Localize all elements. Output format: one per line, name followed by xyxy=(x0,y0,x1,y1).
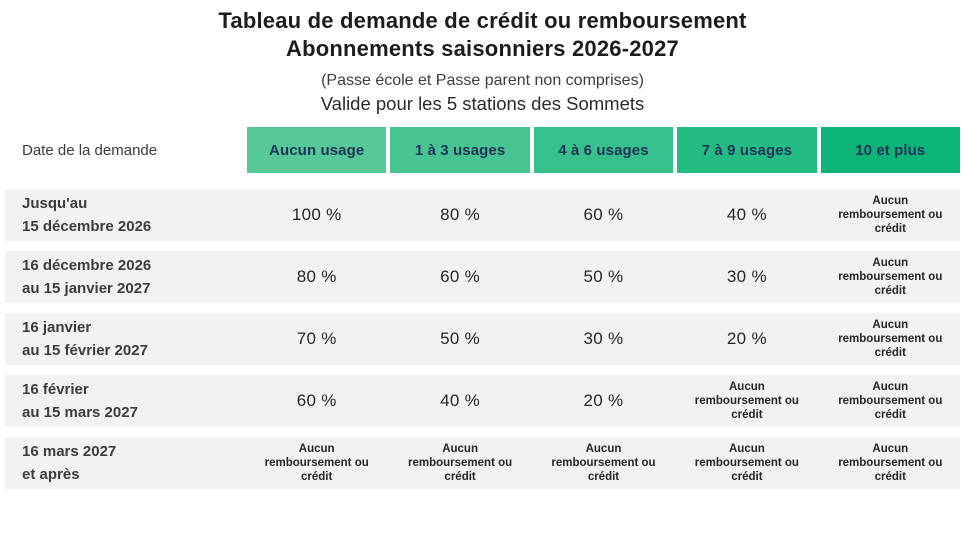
table-row: Jusqu'au 15 décembre 2026 100 % 80 % 60 % 4… xyxy=(5,189,960,241)
no-refund-cell: Aucun remboursement ou crédit xyxy=(247,437,386,489)
percentage-value: 20 % xyxy=(583,391,624,410)
corner-label-date: Date de la demande xyxy=(22,141,158,159)
title-block: Tableau de demande de crédit ou rembours… xyxy=(0,0,965,116)
date-line-2: 15 décembre 2026 xyxy=(22,218,152,235)
percentage-value: 40 % xyxy=(440,391,481,410)
percentage-value: 50 % xyxy=(440,329,481,348)
no-refund-text: Aucun remboursement ou crédit xyxy=(264,443,369,483)
percentage-cell: 20 % xyxy=(534,375,673,427)
date-line-1: 16 mars 2027 xyxy=(22,443,117,460)
date-cell: 16 décembre 2026 au 15 janvier 2027 xyxy=(5,251,243,303)
date-cell: Jusqu'au 15 décembre 2026 xyxy=(5,189,243,241)
date-line-2: et après xyxy=(22,466,80,483)
table-row: 16 décembre 2026 au 15 janvier 2027 80 %… xyxy=(5,251,960,303)
no-refund-text: Aucun remboursement ou crédit xyxy=(551,443,656,483)
percentage-cell: 40 % xyxy=(390,375,529,427)
table-row: 16 mars 2027 et après Aucun remboursemen… xyxy=(5,437,960,489)
table-row: 16 janvier au 15 février 2027 70 % 50 % 30… xyxy=(5,313,960,365)
percentage-value: 80 % xyxy=(440,205,481,224)
date-cell: 16 mars 2027 et après xyxy=(5,437,243,489)
percentage-cell: 50 % xyxy=(534,251,673,303)
percentage-value: 50 % xyxy=(583,267,624,286)
no-refund-cell: Aucun remboursement ou crédit xyxy=(677,437,816,489)
usage-header-cell: 4 à 6 usages xyxy=(533,127,674,173)
no-refund-text: Aucun remboursement ou crédit xyxy=(408,443,513,483)
date-line-1: 16 décembre 2026 xyxy=(22,257,152,274)
percentage-cell: 60 % xyxy=(534,189,673,241)
no-refund-cell: Aucun remboursement ou crédit xyxy=(821,437,960,489)
percentage-cell: 40 % xyxy=(677,189,816,241)
usage-header-label: 1 à 3 usages xyxy=(414,141,506,159)
percentage-value: 70 % xyxy=(296,329,337,348)
percentage-cell: 30 % xyxy=(534,313,673,365)
percentage-value: 80 % xyxy=(296,267,337,286)
date-line-1: 16 janvier xyxy=(22,319,92,336)
no-refund-text: Aucun remboursement ou crédit xyxy=(838,195,943,235)
no-refund-cell: Aucun remboursement ou crédit xyxy=(821,251,960,303)
usage-header-cell: Aucun usage xyxy=(247,127,387,173)
no-refund-cell: Aucun remboursement ou crédit xyxy=(821,313,960,365)
no-refund-cell: Aucun remboursement ou crédit xyxy=(677,375,816,427)
percentage-cell: 60 % xyxy=(247,375,386,427)
percentage-cell: 100 % xyxy=(247,189,386,241)
no-refund-text: Aucun remboursement ou crédit xyxy=(694,381,799,421)
usage-header-label: Aucun usage xyxy=(269,141,365,159)
percentage-cell: 60 % xyxy=(390,251,529,303)
page-title-line-2: Abonnements saisonniers 2026-2027 xyxy=(286,36,679,61)
percentage-value: 60 % xyxy=(296,391,337,410)
credit-refund-table: Date de la demande Aucun usage 1 à 3 usag… xyxy=(5,127,960,489)
usage-header-cell: 1 à 3 usages xyxy=(390,127,530,173)
percentage-value: 30 % xyxy=(726,267,767,286)
usage-header-label: 4 à 6 usages xyxy=(558,141,649,159)
no-refund-text: Aucun remboursement ou crédit xyxy=(694,443,799,483)
no-refund-text: Aucun remboursement ou crédit xyxy=(838,381,943,421)
percentage-cell: 80 % xyxy=(390,189,529,241)
percentage-cell: 70 % xyxy=(247,313,386,365)
percentage-value: 40 % xyxy=(726,205,767,224)
no-refund-text: Aucun remboursement ou crédit xyxy=(838,443,943,483)
percentage-value: 20 % xyxy=(726,329,767,348)
percentage-value: 60 % xyxy=(440,267,481,286)
date-line-2: au 15 mars 2027 xyxy=(22,404,138,421)
subtitle-validity: Valide pour les 5 stations des Sommets xyxy=(320,93,645,114)
no-refund-text: Aucun remboursement ou crédit xyxy=(838,319,943,359)
percentage-value: 100 % xyxy=(291,205,342,224)
no-refund-text: Aucun remboursement ou crédit xyxy=(838,257,943,297)
no-refund-cell: Aucun remboursement ou crédit xyxy=(390,437,529,489)
usage-header-cell: 10 et plus xyxy=(820,127,960,173)
subtitle-exclusions: (Passe école et Passe parent non compris… xyxy=(321,72,644,89)
usage-header-label: 10 et plus xyxy=(855,141,926,159)
no-refund-cell: Aucun remboursement ou crédit xyxy=(534,437,673,489)
percentage-cell: 50 % xyxy=(390,313,529,365)
percentage-value: 30 % xyxy=(583,329,624,348)
date-line-1: Jusqu'au xyxy=(22,195,88,212)
usage-header-cell: 7 à 9 usages xyxy=(677,127,817,173)
percentage-cell: 80 % xyxy=(247,251,386,303)
no-refund-cell: Aucun remboursement ou crédit xyxy=(821,189,960,241)
date-cell: 16 janvier au 15 février 2027 xyxy=(5,313,243,365)
table-header-row: Date de la demande Aucun usage 1 à 3 usag… xyxy=(5,127,960,173)
date-line-1: 16 février xyxy=(22,381,89,398)
usage-header-label: 7 à 9 usages xyxy=(701,141,793,159)
no-refund-cell: Aucun remboursement ou crédit xyxy=(821,375,960,427)
date-line-2: au 15 février 2027 xyxy=(22,342,148,359)
percentage-value: 60 % xyxy=(583,205,624,224)
percentage-cell: 20 % xyxy=(677,313,816,365)
percentage-cell: 30 % xyxy=(677,251,816,303)
date-line-2: au 15 janvier 2027 xyxy=(22,280,151,297)
page-title-line-1: Tableau de demande de crédit ou rembours… xyxy=(218,8,747,33)
table-row: 16 février au 15 mars 2027 60 % 40 % 20 % A… xyxy=(5,375,960,427)
date-cell: 16 février au 15 mars 2027 xyxy=(5,375,243,427)
